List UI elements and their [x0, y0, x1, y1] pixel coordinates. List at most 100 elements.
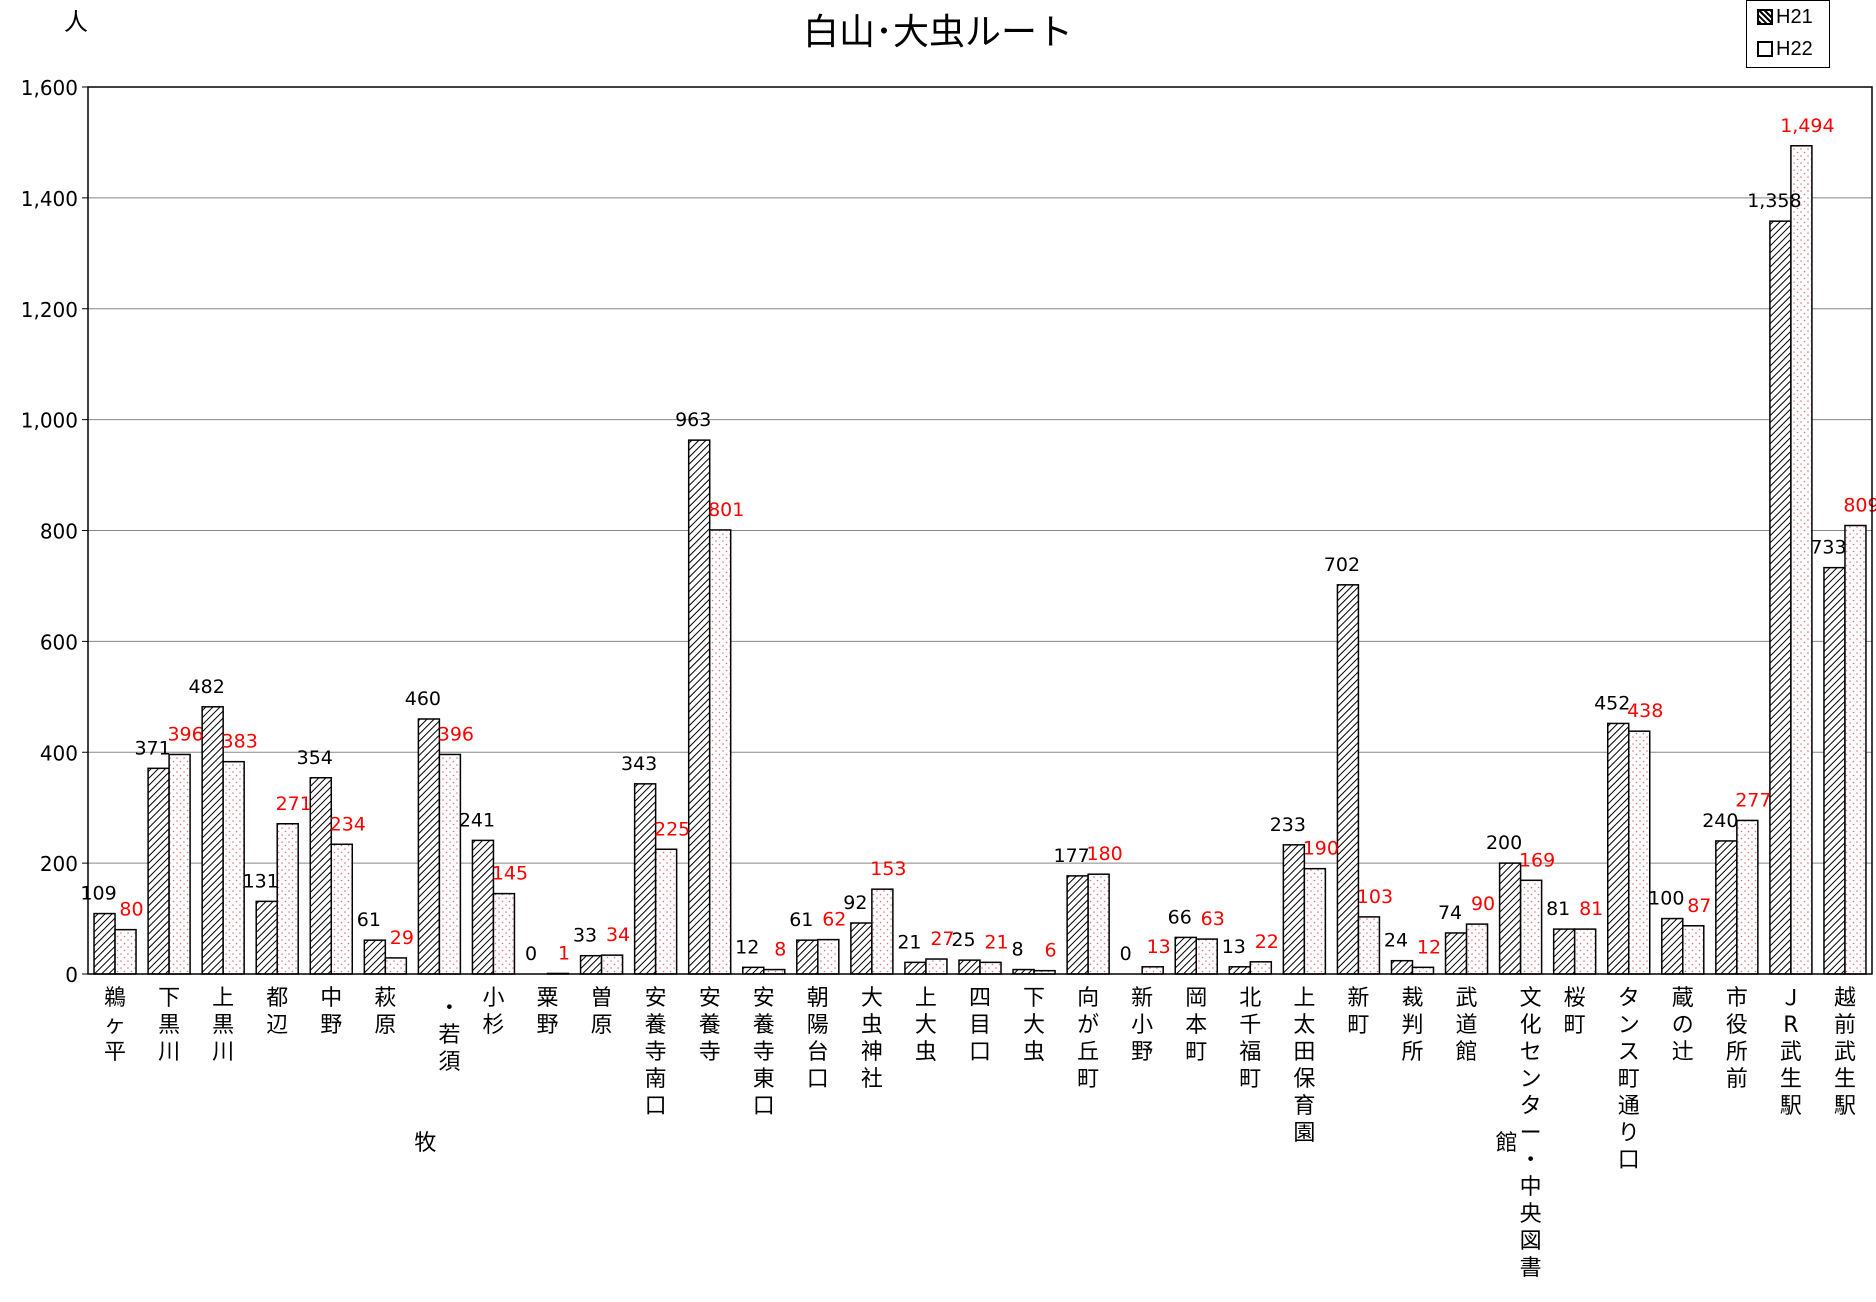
x-tick-label: 蔵の辻: [1672, 986, 1694, 1065]
data-label-h22: 6: [1045, 940, 1057, 962]
bar-h22-30: [1736, 819, 1759, 975]
bar-h22-9: [600, 954, 624, 975]
bar-h22-14: [871, 888, 894, 975]
data-label-h22: 190: [1303, 838, 1339, 860]
data-label-h21: 92: [843, 892, 867, 914]
bar-h21-2: [201, 706, 224, 975]
x-tick-label: タンス町通り口: [1618, 986, 1640, 1173]
data-label-h22: 27: [930, 928, 954, 950]
data-label-h21: 702: [1324, 554, 1360, 576]
data-label-h21: 24: [1384, 930, 1408, 952]
bar-h21-18: [1066, 875, 1089, 975]
x-tick-label: 都辺: [266, 986, 288, 1038]
data-label-h22: 8: [774, 939, 786, 961]
bar-h21-24: [1390, 959, 1414, 975]
x-tick-label: 大虫神社: [861, 986, 883, 1092]
x-tick-label: 牧: [414, 1131, 436, 1156]
bar-h22-2: [222, 760, 245, 975]
data-label-h21: 8: [1012, 939, 1024, 961]
y-tick-label: 0: [65, 963, 78, 987]
x-tick-label: 下大虫: [1023, 986, 1045, 1065]
bar-h21-32: [1823, 566, 1846, 975]
x-tick-label: 武道館: [1456, 986, 1478, 1065]
bar-h22-11: [708, 529, 732, 975]
bar-h22-19: [1141, 966, 1164, 975]
bar-h22-10: [654, 848, 678, 975]
legend-item-h22: H22: [1747, 33, 1829, 65]
bar-h21-15: [904, 961, 927, 975]
y-tick-label: 1,600: [21, 76, 78, 100]
bar-h22-4: [330, 843, 354, 975]
bar-h21-23: [1336, 584, 1360, 975]
y-tick-label: 200: [40, 852, 78, 876]
data-label-h21: 482: [189, 676, 225, 698]
data-label-h22: 103: [1357, 886, 1393, 908]
bar-h21-14: [850, 922, 873, 975]
x-tick-label: 越前武生駅: [1834, 986, 1856, 1119]
bar-h21-12: [742, 966, 765, 975]
x-tick-label: 文化センター・中央図書: [1520, 986, 1542, 1281]
bar-h21-21: [1228, 966, 1252, 975]
bar-h22-23: [1357, 916, 1381, 975]
data-label-h21: 100: [1648, 888, 1684, 910]
x-tick-label: 市役所前: [1726, 986, 1748, 1092]
bar-h22-27: [1573, 928, 1597, 975]
data-label-h21: 131: [243, 870, 279, 892]
data-label-h21: 177: [1053, 845, 1089, 867]
bar-h22-18: [1087, 873, 1110, 975]
x-tick-label: 萩原: [374, 986, 396, 1038]
x-tick-label: 朝陽台口: [807, 986, 829, 1092]
bar-h22-31: [1790, 145, 1813, 975]
x-tick-label: 曽原: [591, 986, 613, 1038]
bar-h21-27: [1552, 928, 1576, 975]
data-label-h21: 81: [1546, 898, 1570, 920]
bar-h22-28: [1627, 730, 1651, 975]
y-tick-label: 600: [40, 630, 78, 654]
y-tick-label: 800: [40, 520, 78, 544]
bar-h22-0: [114, 928, 137, 975]
data-label-h22: 63: [1201, 908, 1225, 930]
data-label-h21: 25: [951, 929, 975, 951]
x-tick-label: 四目口: [969, 986, 991, 1065]
bar-h21-25: [1444, 932, 1468, 975]
data-label-h22: 271: [276, 793, 312, 815]
bar-h22-20: [1195, 938, 1218, 975]
data-label-h21: 343: [621, 753, 657, 775]
bar-h21-16: [958, 959, 981, 975]
data-label-h21: 460: [405, 688, 441, 710]
data-label-h21: 109: [80, 883, 116, 905]
x-tick-label: 上黒川: [212, 986, 234, 1065]
data-label-h22: 1: [558, 942, 570, 964]
data-label-h22: 145: [492, 863, 528, 885]
bar-h22-1: [168, 753, 191, 975]
bar-h21-1: [147, 767, 170, 975]
bar-h21-11: [687, 439, 711, 975]
data-label-h22: 22: [1255, 931, 1279, 953]
x-tick-label: 裁判所: [1401, 986, 1423, 1065]
legend-swatch-hatched-icon: [1757, 9, 1773, 25]
bar-h21-6: [417, 718, 441, 975]
y-tick-label: 400: [40, 741, 78, 765]
bar-h21-28: [1606, 722, 1630, 975]
data-label-h21: 61: [357, 909, 381, 931]
bar-h22-25: [1465, 923, 1489, 975]
y-tick-label: 1,200: [21, 298, 78, 322]
x-tick-label: 上太田保育園: [1293, 986, 1315, 1146]
x-tick-label: 北千福町: [1239, 986, 1261, 1092]
bar-h22-13: [817, 938, 840, 975]
x-tick-label: 小杉: [482, 986, 504, 1038]
data-label-h21: 0: [525, 943, 537, 965]
legend-label-h21: H21: [1776, 5, 1813, 28]
data-label-h21: 452: [1594, 692, 1630, 714]
data-label-h21: 13: [1222, 936, 1246, 958]
data-label-h22: 438: [1627, 700, 1663, 722]
x-tick-label: 岡本町: [1185, 986, 1207, 1065]
bar-h21-10: [633, 783, 657, 975]
data-label-h22: 81: [1579, 898, 1603, 920]
data-label-h22: 12: [1417, 936, 1441, 958]
legend-swatch-dotted-icon: [1757, 41, 1773, 57]
bar-h22-5: [384, 957, 408, 975]
bar-h22-7: [492, 892, 516, 975]
data-label-h21: 963: [675, 409, 711, 431]
data-label-h21: 200: [1486, 832, 1522, 854]
